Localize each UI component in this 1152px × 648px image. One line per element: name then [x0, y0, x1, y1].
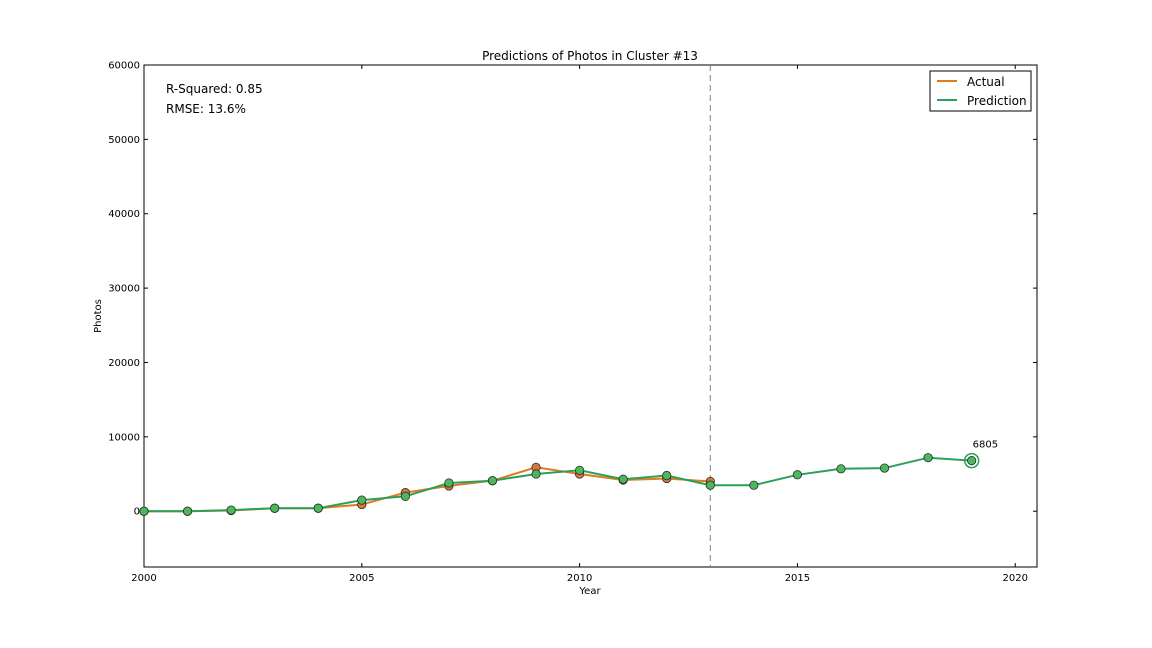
- x-tick-label: 2015: [785, 573, 810, 584]
- data-point-prediction: [227, 506, 235, 514]
- data-point-prediction: [445, 479, 453, 487]
- data-point-prediction: [967, 456, 975, 464]
- data-point-prediction: [750, 481, 758, 489]
- legend: Actual Prediction: [930, 71, 1031, 111]
- data-point-prediction: [183, 507, 191, 515]
- data-point-prediction: [619, 475, 627, 483]
- data-point-prediction: [663, 471, 671, 479]
- data-point-prediction: [837, 465, 845, 473]
- data-point-prediction: [270, 504, 278, 512]
- y-tick-label: 50000: [108, 135, 140, 146]
- y-tick-label: 10000: [108, 432, 140, 443]
- rmse-text: RMSE: 13.6%: [166, 102, 246, 116]
- y-tick-label: 30000: [108, 284, 140, 295]
- y-tick-label: 20000: [108, 358, 140, 369]
- data-point-prediction: [880, 464, 888, 472]
- data-point-prediction: [314, 504, 322, 512]
- data-point-prediction: [924, 453, 932, 461]
- x-tick-label: 2000: [131, 573, 156, 584]
- annotation-label: 6805: [973, 440, 998, 451]
- r-squared-text: R-Squared: 0.85: [166, 82, 263, 96]
- legend-label-prediction: Prediction: [967, 94, 1027, 108]
- y-tick-label: 60000: [108, 61, 140, 72]
- y-tick-label: 40000: [108, 209, 140, 220]
- data-point-prediction: [401, 492, 409, 500]
- chart-title: Predictions of Photos in Cluster #13: [482, 49, 698, 63]
- data-point-prediction: [575, 466, 583, 474]
- x-tick-label: 2020: [1002, 573, 1027, 584]
- data-point-prediction: [358, 496, 366, 504]
- data-point-prediction: [532, 470, 540, 478]
- legend-label-actual: Actual: [967, 75, 1005, 89]
- y-tick-label: 0: [134, 507, 140, 518]
- data-point-prediction: [488, 477, 496, 485]
- x-tick-label: 2010: [567, 573, 592, 584]
- data-point-prediction: [793, 471, 801, 479]
- x-axis-label: Year: [578, 586, 601, 597]
- x-tick-label: 2005: [349, 573, 374, 584]
- y-axis-label: Photos: [93, 299, 104, 333]
- data-point-prediction: [706, 481, 714, 489]
- data-point-prediction: [140, 507, 148, 515]
